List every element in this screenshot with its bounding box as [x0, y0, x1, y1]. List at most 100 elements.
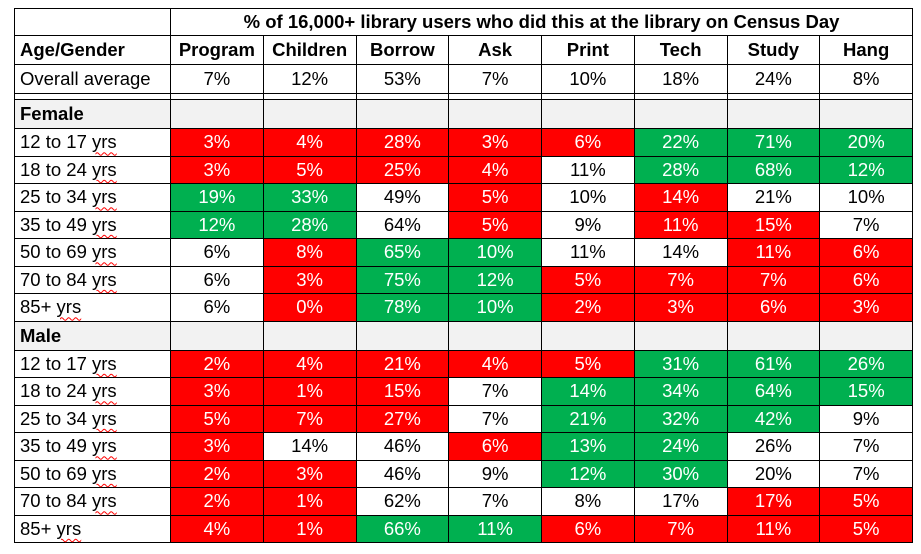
- table-cell[interactable]: 10%: [819, 183, 914, 212]
- table-cell[interactable]: 4%: [262, 349, 357, 378]
- table-cell[interactable]: 24%: [633, 432, 728, 461]
- row-label[interactable]: 35 to 49 yrs: [14, 210, 171, 239]
- table-title[interactable]: % of 16,000+ library users who did this …: [169, 8, 914, 36]
- table-cell[interactable]: 42%: [726, 404, 821, 433]
- row-label[interactable]: 70 to 84 yrs: [14, 487, 171, 516]
- table-cell[interactable]: 71%: [726, 128, 821, 157]
- table-cell[interactable]: 3%: [633, 293, 728, 322]
- group-empty-cell[interactable]: [633, 99, 728, 129]
- table-cell[interactable]: 28%: [262, 210, 357, 239]
- table-cell[interactable]: 2%: [170, 349, 264, 378]
- table-cell[interactable]: 15%: [726, 210, 821, 239]
- group-empty-cell[interactable]: [355, 320, 450, 351]
- table-cell[interactable]: 11%: [726, 514, 821, 543]
- table-cell[interactable]: 64%: [355, 210, 450, 239]
- table-cell[interactable]: 12%: [170, 210, 264, 239]
- table-cell[interactable]: 3%: [262, 265, 357, 294]
- table-cell[interactable]: 61%: [726, 349, 821, 378]
- table-cell[interactable]: 3%: [262, 459, 357, 488]
- table-cell[interactable]: 17%: [726, 487, 821, 516]
- table-cell[interactable]: 12%: [448, 265, 542, 294]
- table-cell[interactable]: 14%: [633, 183, 728, 212]
- table-cell[interactable]: 27%: [355, 404, 450, 433]
- table-cell[interactable]: 15%: [355, 377, 450, 406]
- table-cell[interactable]: 11%: [541, 155, 635, 184]
- table-cell[interactable]: 3%: [170, 377, 264, 406]
- table-cell[interactable]: 2%: [541, 293, 635, 322]
- table-cell[interactable]: 12%: [541, 459, 635, 488]
- table-cell[interactable]: 10%: [541, 64, 635, 94]
- row-label[interactable]: 85+ yrs: [14, 514, 171, 543]
- table-cell[interactable]: 25%: [355, 155, 450, 184]
- column-header-program[interactable]: Program: [170, 35, 264, 65]
- table-cell[interactable]: 6%: [541, 514, 635, 543]
- table-cell[interactable]: 1%: [262, 377, 357, 406]
- table-cell[interactable]: 78%: [355, 293, 450, 322]
- table-cell[interactable]: 5%: [262, 155, 357, 184]
- table-cell[interactable]: 14%: [541, 377, 635, 406]
- table-cell[interactable]: 8%: [819, 64, 914, 94]
- table-cell[interactable]: 66%: [355, 514, 450, 543]
- table-cell[interactable]: 24%: [726, 64, 821, 94]
- row-label[interactable]: 18 to 24 yrs: [14, 377, 171, 406]
- column-header-tech[interactable]: Tech: [633, 35, 728, 65]
- column-header-print[interactable]: Print: [541, 35, 635, 65]
- group-empty-cell[interactable]: [262, 320, 357, 351]
- column-header-borrow[interactable]: Borrow: [355, 35, 450, 65]
- table-cell[interactable]: 10%: [448, 238, 542, 267]
- table-cell[interactable]: 3%: [170, 155, 264, 184]
- table-cell[interactable]: 6%: [170, 265, 264, 294]
- table-cell[interactable]: 21%: [541, 404, 635, 433]
- row-label[interactable]: 70 to 84 yrs: [14, 265, 171, 294]
- table-cell[interactable]: 13%: [541, 432, 635, 461]
- row-label[interactable]: 18 to 24 yrs: [14, 155, 171, 184]
- table-cell[interactable]: 34%: [633, 377, 728, 406]
- table-cell[interactable]: 6%: [448, 432, 542, 461]
- table-cell[interactable]: 49%: [355, 183, 450, 212]
- table-cell[interactable]: 4%: [448, 349, 542, 378]
- table-cell[interactable]: 53%: [355, 64, 450, 94]
- table-cell[interactable]: 6%: [541, 128, 635, 157]
- table-cell[interactable]: 6%: [819, 238, 914, 267]
- group-empty-cell[interactable]: [355, 99, 450, 129]
- group-label-male[interactable]: Male: [14, 320, 171, 351]
- table-cell[interactable]: 3%: [170, 432, 264, 461]
- column-header-study[interactable]: Study: [726, 35, 821, 65]
- group-empty-cell[interactable]: [448, 99, 542, 129]
- row-label[interactable]: 35 to 49 yrs: [14, 432, 171, 461]
- table-cell[interactable]: 15%: [819, 377, 914, 406]
- table-cell[interactable]: 11%: [541, 238, 635, 267]
- table-cell[interactable]: 5%: [541, 265, 635, 294]
- column-header-ask[interactable]: Ask: [448, 35, 542, 65]
- table-cell[interactable]: 30%: [633, 459, 728, 488]
- table-cell[interactable]: 6%: [170, 238, 264, 267]
- table-cell[interactable]: 20%: [819, 128, 914, 157]
- table-cell[interactable]: 4%: [448, 155, 542, 184]
- table-cell[interactable]: 21%: [355, 349, 450, 378]
- group-empty-cell[interactable]: [541, 99, 635, 129]
- table-cell[interactable]: 46%: [355, 459, 450, 488]
- group-empty-cell[interactable]: [726, 99, 821, 129]
- table-cell[interactable]: 6%: [819, 265, 914, 294]
- table-cell[interactable]: 1%: [262, 514, 357, 543]
- row-label[interactable]: Overall average: [14, 64, 171, 94]
- table-cell[interactable]: 7%: [726, 265, 821, 294]
- column-header-hang[interactable]: Hang: [819, 35, 914, 65]
- group-empty-cell[interactable]: [262, 99, 357, 129]
- table-cell[interactable]: 12%: [262, 64, 357, 94]
- table-cell[interactable]: 7%: [819, 432, 914, 461]
- table-cell[interactable]: 19%: [170, 183, 264, 212]
- table-cell[interactable]: 7%: [633, 514, 728, 543]
- table-cell[interactable]: 17%: [633, 487, 728, 516]
- group-empty-cell[interactable]: [819, 99, 914, 129]
- column-header-children[interactable]: Children: [262, 35, 357, 65]
- table-cell[interactable]: 28%: [633, 155, 728, 184]
- table-cell[interactable]: 5%: [819, 514, 914, 543]
- table-cell[interactable]: 31%: [633, 349, 728, 378]
- table-cell[interactable]: 5%: [448, 210, 542, 239]
- table-cell[interactable]: 26%: [726, 432, 821, 461]
- table-cell[interactable]: 9%: [448, 459, 542, 488]
- group-empty-cell[interactable]: [541, 320, 635, 351]
- row-label[interactable]: 25 to 34 yrs: [14, 404, 171, 433]
- table-cell[interactable]: 10%: [448, 293, 542, 322]
